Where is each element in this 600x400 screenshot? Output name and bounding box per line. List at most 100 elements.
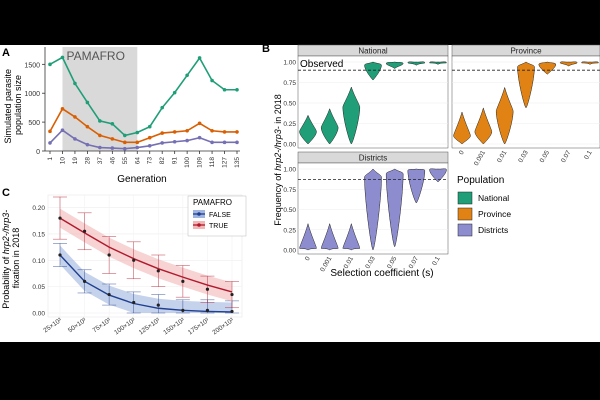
- panel-c-y-label-line2: fixation in 2018: [11, 228, 21, 289]
- violin-districts: [299, 222, 317, 251]
- panel-a-x-tick-label: 109: [197, 157, 204, 168]
- panel-a-y-ticks: 0 500 1000 1500: [24, 62, 45, 156]
- data-point-true: [132, 258, 136, 262]
- data-point-false: [58, 253, 62, 257]
- panel-c-y-label-prefix: Probability of: [1, 254, 11, 309]
- panel-a-point-national: [222, 87, 227, 92]
- panel-c-y-label-italic: hrp2-/hrp3-: [1, 210, 11, 255]
- violin-province: [559, 61, 578, 67]
- legend-point-false: [197, 212, 201, 216]
- pamafro-legend: FALSE TRUE: [193, 210, 231, 230]
- panel-a-point-districts: [147, 144, 152, 148]
- violin-national: [407, 61, 426, 66]
- facet-strip-label: Province: [510, 47, 542, 56]
- legend-point-true: [197, 223, 201, 227]
- panel-c: C 0.000.050.100.150.20 25×10³ 50×10³ 75×10…: [1, 187, 247, 355]
- pamafro-band-label: PAMAFRO: [66, 49, 124, 63]
- panel-a-point-districts: [85, 142, 90, 147]
- violin-districts: [429, 168, 447, 183]
- data-point-true: [205, 287, 210, 291]
- panel-c-y-ticks: 0.00 0.05 0.10 0.15 0.20: [32, 205, 45, 317]
- data-point-true: [230, 292, 234, 297]
- panel-a-x-tick-label: 100: [184, 157, 191, 168]
- panel-a-x-tick-label: 82: [159, 157, 166, 165]
- panel-a-point-national: [235, 87, 239, 92]
- population-legend: National Province Districts: [457, 191, 511, 237]
- panel-a-y-label: Simulated parasite population size: [3, 66, 23, 143]
- data-point-true: [82, 229, 87, 233]
- observed-label: Observed: [300, 59, 343, 70]
- violin-districts: [407, 168, 426, 204]
- panel-c-letter: C: [2, 187, 10, 199]
- panel-a-point-districts: [98, 145, 102, 150]
- panel-a-x-tick-label: 1: [47, 157, 54, 161]
- panel-a-series: [48, 55, 239, 151]
- panel-a-point-province: [98, 133, 102, 138]
- violin-districts: [385, 168, 404, 248]
- panel-c-y-label-line1: Probability of hrp2-/hrp3-: [1, 210, 11, 309]
- panel-a-x-tick-label: 10: [59, 157, 66, 165]
- violin-national: [385, 61, 404, 69]
- panel-a-point-districts: [235, 140, 239, 145]
- panel-a-point-national: [48, 62, 52, 67]
- panel-b-letter: B: [262, 43, 270, 55]
- panel-c-y-tick-label: 0.20: [32, 205, 45, 212]
- panel-a-point-national: [160, 105, 164, 110]
- panel-a-point-national: [147, 124, 152, 129]
- violin-national: [320, 108, 339, 145]
- violin-districts: [364, 168, 382, 251]
- violin-province: [474, 107, 493, 145]
- facet-y-tick-label: 0.50: [283, 101, 296, 108]
- panel-a-point-province: [222, 130, 227, 134]
- data-point-true: [156, 269, 160, 273]
- facet-strip-label: National: [358, 47, 388, 56]
- violin-province: [517, 61, 535, 109]
- panel-a-point-province: [110, 137, 115, 141]
- panel-a-point-districts: [48, 141, 52, 145]
- confidence-band-true: [60, 208, 232, 302]
- panel-a-series-line-province: [49, 107, 237, 144]
- panel-a-point-districts: [160, 141, 164, 145]
- violin-province: [453, 111, 471, 145]
- panel-a-point-province: [123, 140, 127, 145]
- panel-a-point-national: [60, 55, 65, 60]
- panel-a-point-districts: [172, 139, 177, 144]
- pamafro-legend-title: PAMAFRO: [193, 198, 232, 207]
- panel-a-x-ticks: 1 10 19 28 37 46 55 64 73 82 91 100 109 118 127 135: [47, 151, 241, 168]
- panel-a-point-national: [197, 56, 202, 60]
- panel-a-point-province: [147, 135, 152, 140]
- facet-x-tick-label: 0.1: [583, 149, 594, 161]
- panel-a-x-tick-label: 64: [134, 157, 141, 165]
- panel-a-letter: A: [2, 47, 10, 59]
- panel-a-x-tick-label: 37: [97, 157, 104, 165]
- data-point-false: [107, 292, 111, 297]
- panel-a-point-national: [123, 133, 127, 138]
- panel-a-x-tick-label: 19: [72, 157, 79, 165]
- panel-a-x-label: Generation: [117, 174, 166, 185]
- panel-c-x-label: Simulated human population size: [68, 344, 216, 355]
- panel-c-y-tick-label: 0.00: [32, 311, 45, 318]
- facet-y-tick-label: 0.25: [283, 227, 296, 234]
- panel-a-point-province: [85, 124, 90, 129]
- facet-strip-label: Districts: [359, 154, 387, 163]
- data-point-false: [156, 303, 160, 307]
- panel-a-x-tick-label: 135: [234, 157, 241, 168]
- panel-a-y-tick-label: 500: [28, 120, 40, 127]
- panel-a-point-province: [197, 121, 202, 126]
- panel-a-point-districts: [197, 135, 202, 140]
- panel-b-y-label-italic: hrp2-/hrp3-: [273, 126, 283, 171]
- panel-a-point-districts: [210, 140, 214, 145]
- panel-a-x-tick-label: 28: [84, 157, 91, 165]
- data-point-false: [181, 308, 185, 312]
- violin-national: [299, 114, 317, 145]
- panel-a: A PAMAFRO 0 500 1000 1500 1 10 19 28 37 46 55 64 73…: [2, 47, 241, 185]
- panel-a-y-label-line2: population size: [13, 75, 23, 135]
- panel-a-point-national: [98, 119, 102, 123]
- facet-national: National 0.00 0.25 0.50 0.75 1.00: [283, 44, 449, 149]
- fit-line-false: [59, 254, 233, 313]
- legend-swatch-districts: [457, 223, 473, 237]
- facet-y-tick-label: 0.00: [283, 248, 296, 255]
- panel-a-x-tick-label: 73: [147, 157, 154, 165]
- panel-c-y-tick-label: 0.15: [32, 231, 45, 238]
